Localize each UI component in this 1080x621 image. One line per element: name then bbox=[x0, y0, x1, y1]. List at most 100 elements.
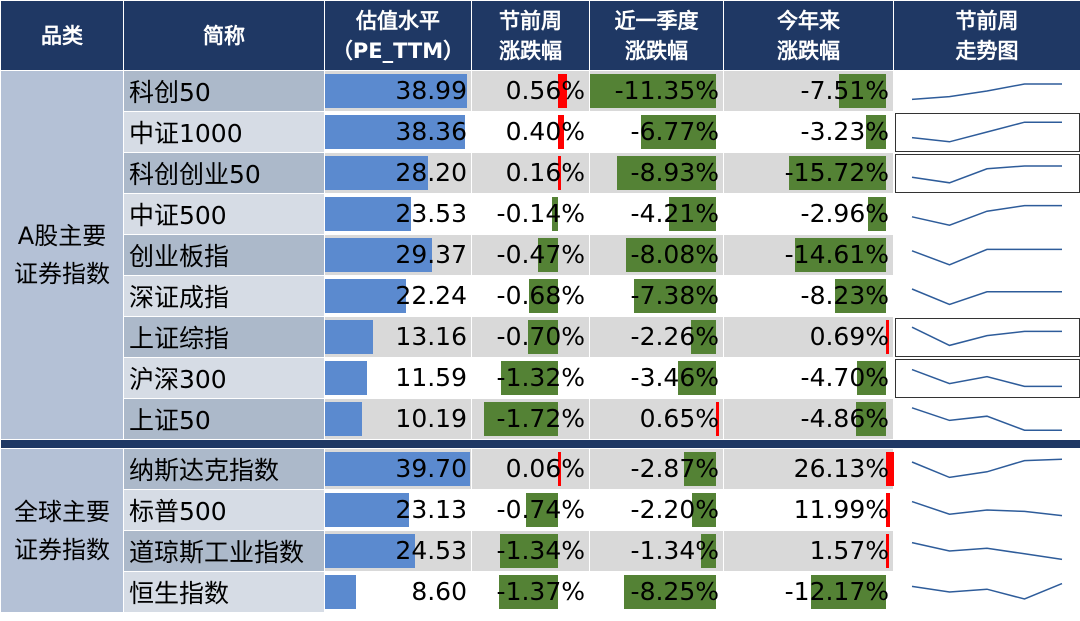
index-name: 创业板指 bbox=[123, 234, 325, 276]
week-change-value: 0.06% bbox=[505, 454, 585, 483]
week-change-value: -1.37% bbox=[496, 577, 585, 606]
table-row: 沪深300 11.59 -1.32% -3.46% -4.70% bbox=[1, 357, 1080, 399]
week-change-bar bbox=[558, 156, 561, 190]
ytd-change-value: 1.57% bbox=[809, 536, 889, 565]
trend-sparkline bbox=[911, 165, 1062, 184]
pe-cell: 39.70 bbox=[324, 448, 472, 490]
quarter-change-bar bbox=[624, 575, 716, 609]
table-row: A股主要 证券指数 科创50 38.99 0.56% -11.35% -7.51% bbox=[0, 70, 1080, 440]
quarter-change-cell: 0.65% bbox=[589, 398, 724, 440]
quarter-change-cell: -2.87% bbox=[589, 448, 724, 490]
trend-sparkline-cell bbox=[893, 275, 1080, 317]
quarter-change-value: -4.21% bbox=[630, 199, 719, 228]
week-change-cell: -0.70% bbox=[471, 316, 590, 358]
trend-sparkline bbox=[911, 582, 1063, 600]
quarter-change-cell: -8.25% bbox=[589, 571, 724, 613]
pe-bar bbox=[325, 197, 411, 231]
pe-cell: 23.53 bbox=[324, 193, 472, 235]
trend-sparkline-cell bbox=[893, 530, 1080, 572]
quarter-change-value: -1.34% bbox=[630, 536, 719, 565]
ytd-change-bar bbox=[795, 238, 886, 272]
pe-cell: 29.37 bbox=[324, 234, 472, 276]
ytd-change-value: 26.13% bbox=[793, 454, 889, 483]
ytd-change-bar bbox=[835, 279, 886, 313]
pe-value: 23.13 bbox=[395, 495, 467, 524]
trend-sparkline-cell bbox=[893, 316, 1080, 358]
quarter-change-value: -2.87% bbox=[630, 454, 719, 483]
quarter-change-cell: -6.77% bbox=[589, 111, 724, 153]
ytd-change-value: 11.99% bbox=[793, 495, 889, 524]
pe-cell: 10.19 bbox=[324, 398, 472, 440]
trend-sparkline-cell bbox=[893, 234, 1080, 276]
pe-value: 10.19 bbox=[395, 404, 467, 433]
quarter-change-cell: -8.93% bbox=[589, 152, 724, 194]
index-name: 中证500 bbox=[123, 193, 325, 235]
trend-line bbox=[911, 368, 1062, 388]
table-row: 全球主要 证券指数 纳斯达克指数 39.70 0.06% -2.87% 26.13% bbox=[0, 448, 1080, 613]
trend-line bbox=[911, 288, 1062, 306]
trend-sparkline bbox=[911, 326, 1062, 347]
pe-bar bbox=[325, 361, 367, 395]
index-name: 上证综指 bbox=[123, 316, 325, 358]
ytd-change-bar bbox=[866, 115, 886, 149]
week-change-value: -0.14% bbox=[496, 199, 585, 228]
quarter-change-value: -6.77% bbox=[630, 117, 719, 146]
pe-cell: 24.53 bbox=[324, 530, 472, 572]
ytd-change-value: -8.23% bbox=[800, 281, 889, 310]
trend-sparkline-cell bbox=[893, 70, 1080, 112]
ytd-change-cell: 26.13% bbox=[723, 448, 894, 490]
pe-bar bbox=[325, 452, 470, 486]
header-row: 品类 简称 估值水平 （PE_TTM） 节前周 涨跌幅 近一季度 涨跌幅 今年来 涨跌幅… bbox=[0, 0, 1080, 71]
trend-sparkline-cell bbox=[893, 111, 1080, 153]
week-change-cell: 0.06% bbox=[471, 448, 590, 490]
trend-sparkline-cell bbox=[893, 448, 1080, 490]
table-row: 中证500 23.53 -0.14% -4.21% -2.96% bbox=[1, 193, 1080, 235]
quarter-change-value: -8.93% bbox=[630, 158, 719, 187]
quarter-change-bar bbox=[617, 156, 716, 190]
trend-sparkline bbox=[911, 248, 1062, 266]
trend-sparkline bbox=[911, 458, 1063, 479]
table-row: 标普500 23.13 -0.74% -2.20% 11.99% bbox=[1, 489, 1080, 531]
ytd-change-value: -4.86% bbox=[800, 404, 889, 433]
table-row: 道琼斯工业指数 24.53 -1.34% -1.34% 1.57% bbox=[1, 530, 1080, 572]
pe-cell: 8.60 bbox=[324, 571, 472, 613]
ytd-change-bar bbox=[886, 534, 889, 568]
pe-value: 28.20 bbox=[395, 158, 467, 187]
pe-bar bbox=[325, 402, 362, 436]
pe-bar bbox=[325, 575, 356, 609]
week-change-cell: 0.40% bbox=[471, 111, 590, 153]
pe-cell: 23.13 bbox=[324, 489, 472, 531]
quarter-change-cell: -3.46% bbox=[589, 357, 724, 399]
quarter-change-cell: -2.26% bbox=[589, 316, 724, 358]
quarter-change-bar bbox=[692, 493, 716, 527]
ytd-change-value: -2.96% bbox=[800, 199, 889, 228]
quarter-change-bar bbox=[684, 452, 716, 486]
week-change-cell: 0.56% bbox=[471, 70, 590, 112]
week-change-value: -0.74% bbox=[496, 495, 585, 524]
index-name: 上证50 bbox=[123, 398, 325, 440]
quarter-change-cell: -11.35% bbox=[589, 70, 724, 112]
quarter-change-bar bbox=[716, 402, 719, 436]
pe-bar bbox=[325, 115, 465, 149]
trend-sparkline bbox=[911, 407, 1062, 431]
category-cell: 全球主要 证券指数 bbox=[0, 448, 124, 613]
week-change-value: -1.72% bbox=[496, 404, 585, 433]
category-label-line1: 全球主要 bbox=[14, 497, 110, 526]
week-change-bar bbox=[558, 74, 567, 108]
ytd-change-cell: -8.23% bbox=[723, 275, 894, 317]
trend-line bbox=[911, 326, 1062, 347]
pe-value: 13.16 bbox=[395, 322, 467, 351]
table-body: A股主要 证券指数 科创50 38.99 0.56% -11.35% -7.51% 中证100… bbox=[0, 70, 1080, 613]
pe-bar bbox=[325, 156, 428, 190]
week-change-value: -0.47% bbox=[496, 240, 585, 269]
separator-band bbox=[0, 439, 1080, 449]
pe-cell: 28.20 bbox=[324, 152, 472, 194]
ytd-change-cell: -7.51% bbox=[723, 70, 894, 112]
pe-value: 8.60 bbox=[411, 577, 467, 606]
trend-sparkline-cell bbox=[893, 489, 1080, 531]
category-label-line2: 证券指数 bbox=[14, 535, 110, 564]
quarter-change-cell: -7.38% bbox=[589, 275, 724, 317]
ytd-change-value: -3.23% bbox=[800, 117, 889, 146]
week-change-cell: 0.16% bbox=[471, 152, 590, 194]
quarter-change-bar bbox=[701, 534, 716, 568]
